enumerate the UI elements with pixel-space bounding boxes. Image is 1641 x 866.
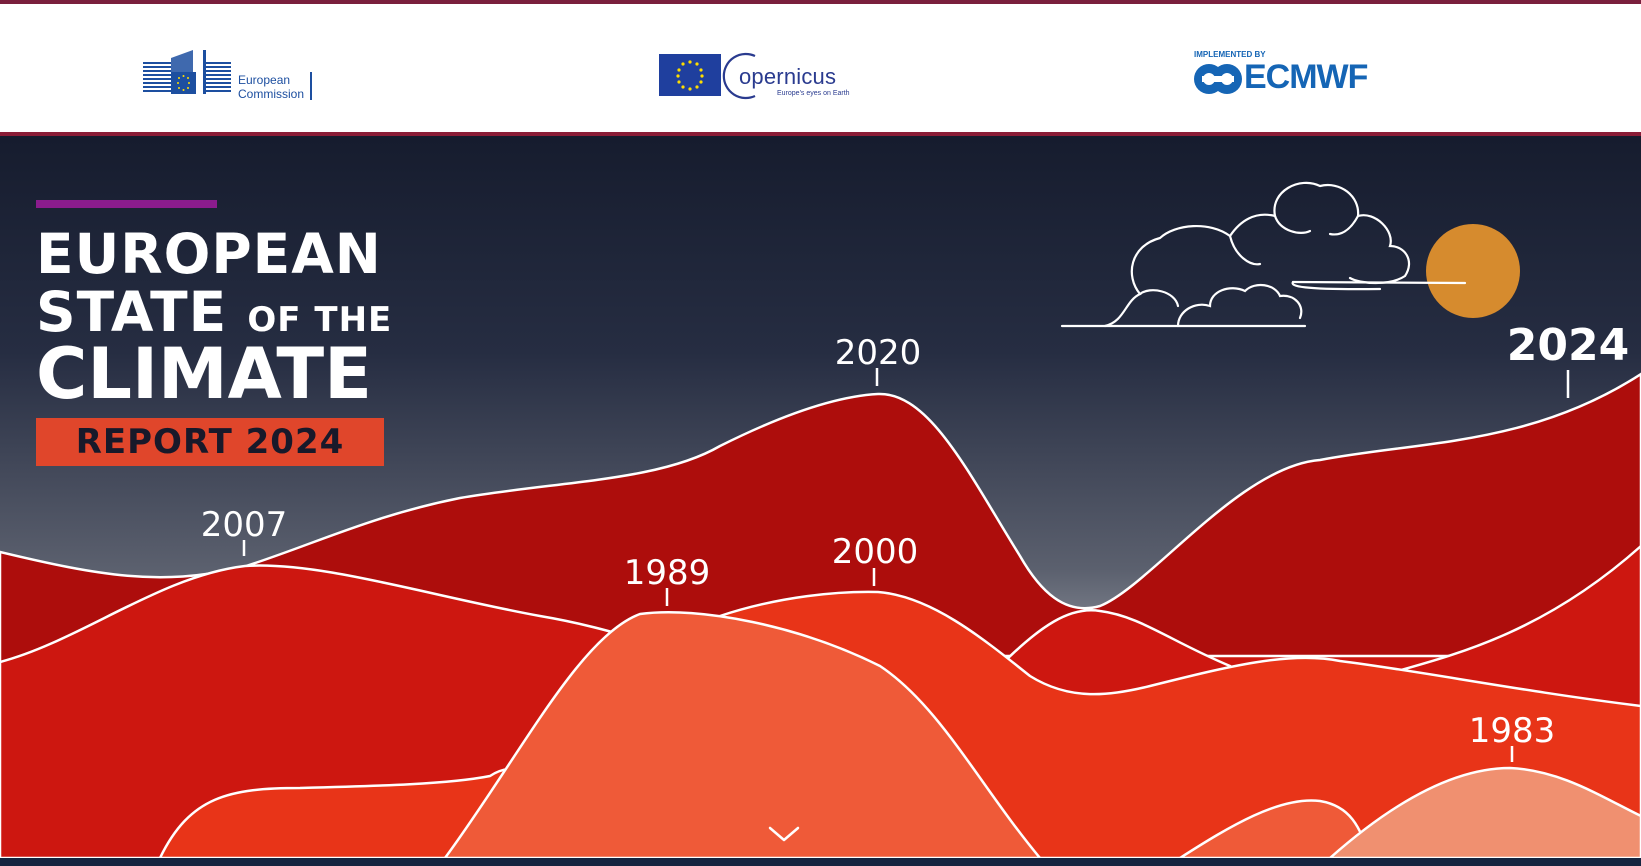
title-words-of-the: OF THE (247, 300, 393, 340)
hero-banner: 2007 2020 2024 1989 2000 1983 (0, 136, 1641, 858)
copernicus-wordmark: opernicus (739, 64, 837, 89)
hill-1983 (1328, 766, 1641, 858)
european-commission-emblem-icon (143, 50, 231, 94)
title-line-european: EUROPEAN (36, 222, 382, 286)
year-1989-label: 1989 (624, 553, 711, 593)
top-rule (0, 0, 1641, 4)
ecmwf-logo[interactable]: IMPLEMENTED BY ECMWF (1194, 50, 1394, 100)
ecmwf-wordmark: ECMWF (1244, 58, 1368, 96)
climate-hills-illustration: 2007 2020 2024 1989 2000 1983 (0, 136, 1641, 858)
title-line-state: STATE OF THE (36, 282, 392, 350)
title-accent-bar (36, 200, 217, 208)
title-word-state: STATE (36, 280, 228, 344)
year-2020-label: 2020 (835, 333, 922, 373)
eu-flag-icon (659, 52, 756, 100)
cloud-icon (1060, 181, 1467, 328)
year-ticks (242, 368, 1570, 762)
ecmwf-swirl-icon (1194, 64, 1242, 94)
chevron-down-icon (768, 826, 800, 842)
copernicus-tagline: Europe's eyes on Earth (777, 90, 850, 97)
year-2000-label: 2000 (832, 532, 919, 572)
logo-bar (0, 4, 1641, 132)
scroll-down-button[interactable] (764, 822, 804, 846)
sun-icon (1426, 224, 1520, 318)
copernicus-logo[interactable]: opernicus Europe's eyes on Earth (659, 52, 859, 100)
copernicus-c-icon (722, 52, 756, 100)
bottom-bar (0, 858, 1641, 866)
year-1983-label: 1983 (1469, 711, 1556, 751)
european-commission-divider (310, 72, 312, 100)
european-commission-wordmark: European Commission (238, 73, 305, 101)
year-2024-label: 2024 (1507, 320, 1629, 371)
title-line-climate: CLIMATE (36, 333, 372, 415)
ecmwf-implemented-by: IMPLEMENTED BY (1194, 50, 1266, 59)
european-commission-logo[interactable]: European Commission (143, 50, 323, 102)
report-2024-badge: REPORT 2024 (36, 418, 384, 466)
hill-1989 (443, 611, 1042, 858)
report-2024-label: REPORT 2024 (75, 422, 345, 462)
logo-bar-divider (0, 132, 1641, 136)
year-2007-label: 2007 (201, 505, 288, 545)
